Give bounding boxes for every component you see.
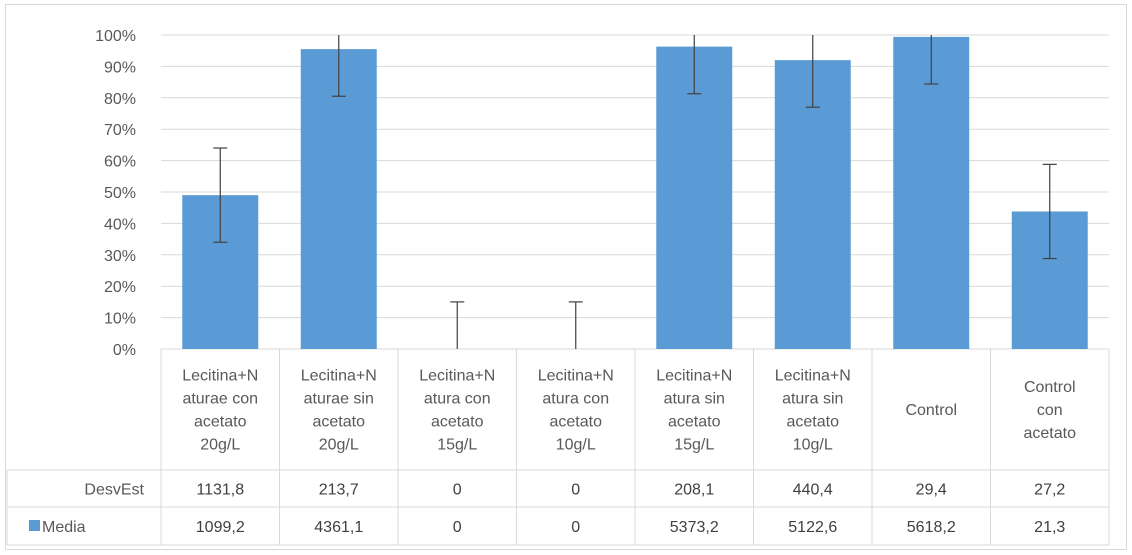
category-label: Lecitina+N aturae con acetato 20g/L [182, 368, 258, 454]
table-cell: 0 [453, 519, 462, 536]
bar [893, 36, 970, 349]
bar [774, 60, 851, 350]
bar [300, 49, 377, 349]
row-label: Media [42, 519, 86, 536]
table-cell: 5373,2 [670, 519, 719, 536]
table-cell: 27,2 [1034, 482, 1065, 499]
bar [656, 46, 733, 349]
y-tick-label: 20% [104, 279, 136, 296]
y-tick-label: 40% [104, 216, 136, 233]
category-label: Lecitina+N atura con acetato 15g/L [419, 368, 495, 454]
category-label: Lecitina+N aturae sin acetato 20g/L [301, 368, 377, 454]
y-tick-label: 60% [104, 154, 136, 171]
y-tick-label: 70% [104, 122, 136, 139]
table-cell: 29,4 [916, 482, 947, 499]
y-tick-label: 100% [95, 28, 136, 45]
row-label: DesvEst [84, 482, 144, 499]
table-cell: 21,3 [1034, 519, 1065, 536]
table-cell: 0 [571, 482, 580, 499]
table-cell: 1131,8 [196, 482, 244, 499]
y-tick-label: 50% [104, 185, 136, 202]
table-cell: 0 [453, 482, 462, 499]
table-cell: 1099,2 [196, 519, 245, 536]
y-tick-label: 10% [104, 311, 136, 328]
table-cell: 5618,2 [907, 519, 956, 536]
table-cell: 208,1 [674, 482, 714, 499]
table-cell: 440,4 [793, 482, 833, 499]
y-tick-label: 80% [104, 91, 136, 108]
category-label: Control con acetato [1024, 379, 1077, 442]
y-tick-label: 90% [104, 59, 136, 76]
y-tick-label: 30% [104, 248, 136, 265]
table-cell: 4361,1 [314, 519, 363, 536]
category-label: Control [905, 402, 957, 419]
y-tick-label: 0% [113, 342, 136, 359]
table-cell: 0 [571, 519, 580, 536]
category-label: Lecitina+N atura con acetato 10g/L [538, 368, 614, 454]
table-cell: 5122,6 [788, 519, 837, 536]
legend-key-media [29, 520, 40, 531]
category-label: Lecitina+N atura sin acetato 10g/L [775, 368, 851, 454]
table-cell: 213,7 [319, 482, 359, 499]
category-label: Lecitina+N atura sin acetato 15g/L [656, 368, 732, 454]
